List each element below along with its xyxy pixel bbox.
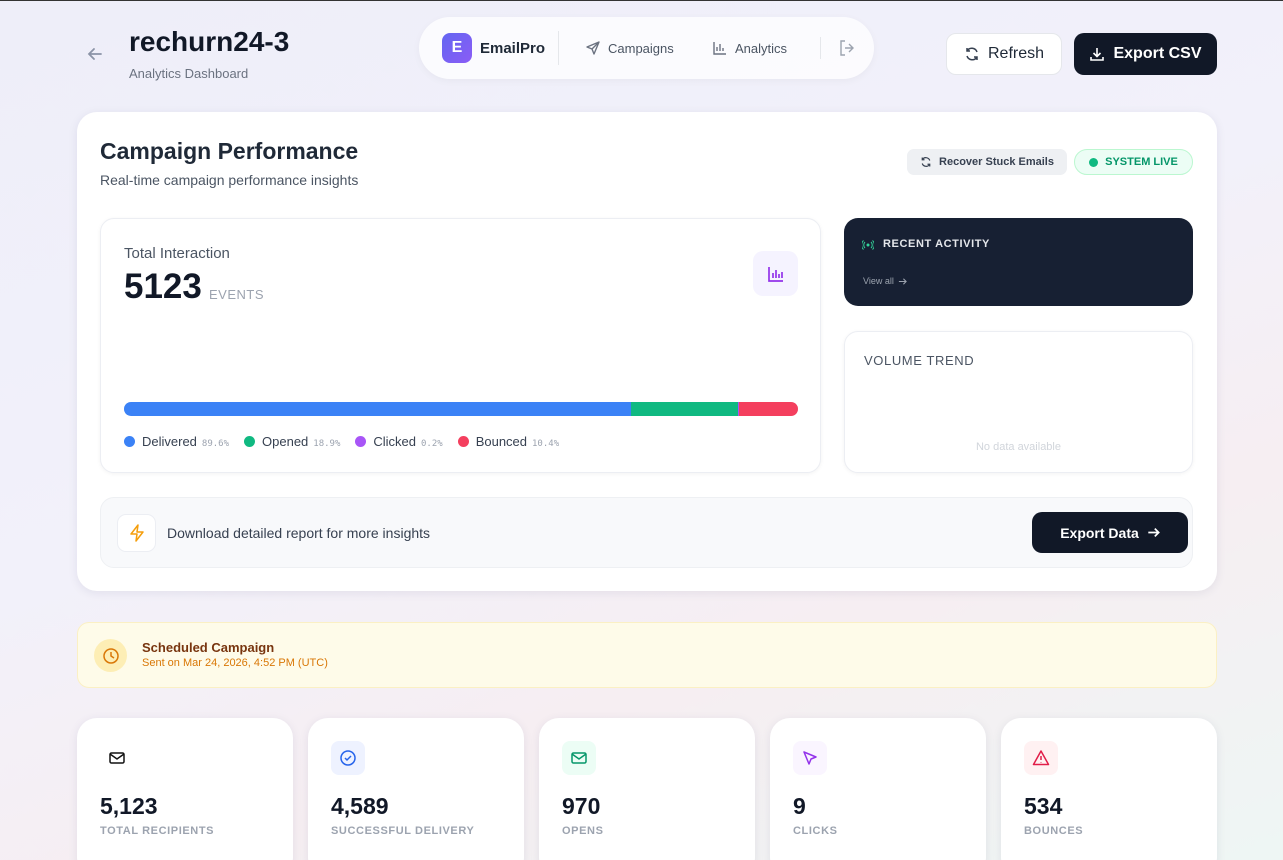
stat-value: 9 [793, 793, 806, 819]
schedule-detail: Sent on Mar 24, 2026, 4:52 PM (UTC) [142, 657, 328, 669]
legend-pct: 89.6% [201, 439, 230, 449]
report-icon [117, 514, 156, 552]
export-csv-label: Export CSV [1113, 45, 1202, 62]
campaigns-icon [586, 41, 600, 55]
report-bar: Download detailed report for more insigh… [100, 497, 1193, 568]
stat-value: 5,123 [100, 793, 158, 819]
stat-card: 9 CLICKS [770, 718, 986, 860]
nav-bar: E EmailPro Campaigns Analytics [419, 17, 874, 79]
brand-logo[interactable]: E [442, 33, 472, 63]
section-subtitle: Real-time campaign performance insights [100, 172, 359, 188]
export-data-button[interactable]: Export Data [1032, 512, 1188, 553]
legend-item: Opened 18.9% [244, 434, 340, 449]
legend-item: Delivered 89.6% [124, 434, 229, 449]
stat-value: 4,589 [331, 793, 389, 819]
chart-icon [753, 251, 798, 296]
stat-card: 970 OPENS [539, 718, 755, 860]
stat-card: 4,589 SUCCESSFUL DELIVERY [308, 718, 524, 860]
legend-name: Opened [262, 434, 309, 449]
interaction-bar [124, 402, 798, 416]
page-subtitle: Analytics Dashboard [129, 66, 249, 81]
nav-link[interactable]: Campaigns [608, 41, 674, 56]
schedule-icon [94, 639, 127, 672]
bar-segment [124, 402, 631, 416]
stat-label: CLICKS [793, 825, 838, 837]
report-text: Download detailed report for more insigh… [167, 525, 431, 541]
nav-link[interactable]: Analytics [735, 41, 788, 56]
interaction-total: 5123 [124, 267, 202, 306]
schedule-banner: Scheduled Campaign Sent on Mar 24, 2026,… [77, 622, 1217, 688]
analytics-icon [713, 42, 726, 55]
recent-activity-panel: RECENT ACTIVITY View all [844, 218, 1193, 306]
legend-item: Bounced 10.4% [457, 434, 560, 449]
stat-card: 5,123 TOTAL RECIPIENTS [77, 718, 293, 860]
interaction-label: Total Interaction [124, 245, 230, 262]
back-button[interactable] [85, 44, 105, 64]
refresh-button[interactable]: Refresh [946, 33, 1062, 75]
section-title: Campaign Performance [100, 138, 359, 164]
logout-button[interactable] [838, 39, 856, 57]
legend-name: Bounced [475, 434, 528, 449]
trend-empty: No data available [975, 441, 1061, 453]
stat-label: SUCCESSFUL DELIVERY [331, 825, 475, 837]
schedule-title: Scheduled Campaign [142, 640, 275, 655]
legend-name: Delivered [142, 434, 197, 449]
volume-trend-panel: VOLUME TREND No data available [844, 331, 1193, 473]
bar-segment [630, 402, 739, 416]
legend-pct: 10.4% [532, 439, 560, 449]
bar-segment [738, 402, 739, 416]
bar-segment [739, 402, 798, 416]
trend-title: VOLUME TREND [864, 353, 975, 368]
recover-button[interactable]: Recover Stuck Emails [907, 149, 1067, 175]
brand-name[interactable]: EmailPro [480, 40, 546, 57]
interaction-unit: EVENTS [209, 287, 265, 302]
legend: Delivered 89.6% Opened 18.9% Clicked 0.2% B… [124, 434, 574, 449]
stat-value: 970 [562, 793, 601, 819]
legend-pct: 18.9% [313, 439, 341, 449]
interaction-panel: Total Interaction 5123 EVENTS Delivered 8… [100, 218, 821, 473]
recent-title: RECENT ACTIVITY [883, 238, 990, 250]
page-title: rechurn24-3 [129, 26, 290, 57]
status-badge: SYSTEM LIVE [1074, 149, 1193, 175]
refresh-label: Refresh [987, 45, 1045, 62]
stat-label: OPENS [562, 825, 604, 837]
export-data-label: Export Data [1060, 524, 1139, 541]
stat-card: 534 BOUNCES [1001, 718, 1217, 860]
export-csv-button[interactable]: Export CSV [1074, 33, 1217, 75]
stat-label: TOTAL RECIPIENTS [100, 825, 215, 837]
view-all-link[interactable]: View all [863, 276, 907, 286]
recover-label: Recover Stuck Emails [939, 156, 1054, 168]
stat-label: BOUNCES [1024, 825, 1084, 837]
legend-name: Clicked [373, 434, 416, 449]
performance-card: Campaign Performance Real-time campaign … [77, 112, 1217, 591]
status-label: SYSTEM LIVE [1105, 156, 1178, 168]
legend-pct: 0.2% [421, 439, 443, 449]
view-all-label: View all [863, 276, 894, 286]
legend-item: Clicked 0.2% [355, 434, 443, 449]
stat-value: 534 [1024, 793, 1063, 819]
